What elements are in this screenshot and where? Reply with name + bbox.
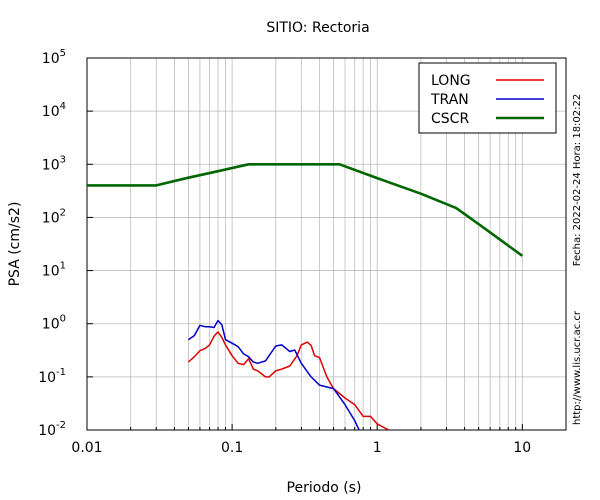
x-tick-label: 1 [373,440,382,456]
legend-label-tran: TRAN [430,92,469,108]
legend-label-cscr: CSCR [431,111,469,127]
series-line-tran [187,319,360,430]
y-axis-ticks: 10-2 10-1 100 101 102 103 104 105 [38,48,93,439]
legend-label-long: LONG [431,73,471,89]
y-tick-label: 100 [42,314,66,333]
x-axis-label: Periodo (s) [287,480,362,496]
x-tick-label: 0.01 [71,440,102,456]
y-tick-label: 103 [42,154,66,173]
plot-frame [86,57,567,431]
legend: LONG TRAN CSCR [418,62,557,134]
y-tick-label: 10-1 [38,367,66,386]
series-line-cscr [87,163,524,257]
x-tick-label: 10 [513,440,531,456]
series-line-long [187,331,390,430]
grid [87,58,566,431]
x-axis-ticks: 0.01 0.1 1 10 [71,424,567,456]
series-lines [87,163,524,430]
y-axis-label: PSA (cm/s2) [7,202,23,287]
y-tick-label: 104 [42,101,66,120]
y-tick-label: 105 [42,48,66,67]
y-tick-label: 101 [42,261,66,280]
legend-box [418,62,557,134]
y-tick-label: 10-2 [38,420,66,439]
url-annotation: http://www.lis.ucr.ac.cr [572,310,583,425]
chart-title: SITIO: Rectoria [266,20,369,36]
x-tick-label: 0.1 [221,440,243,456]
y-tick-label: 102 [42,207,66,226]
date-annotation: Fecha: 2022-02-24 Hora: 18:02:22 [572,94,583,267]
